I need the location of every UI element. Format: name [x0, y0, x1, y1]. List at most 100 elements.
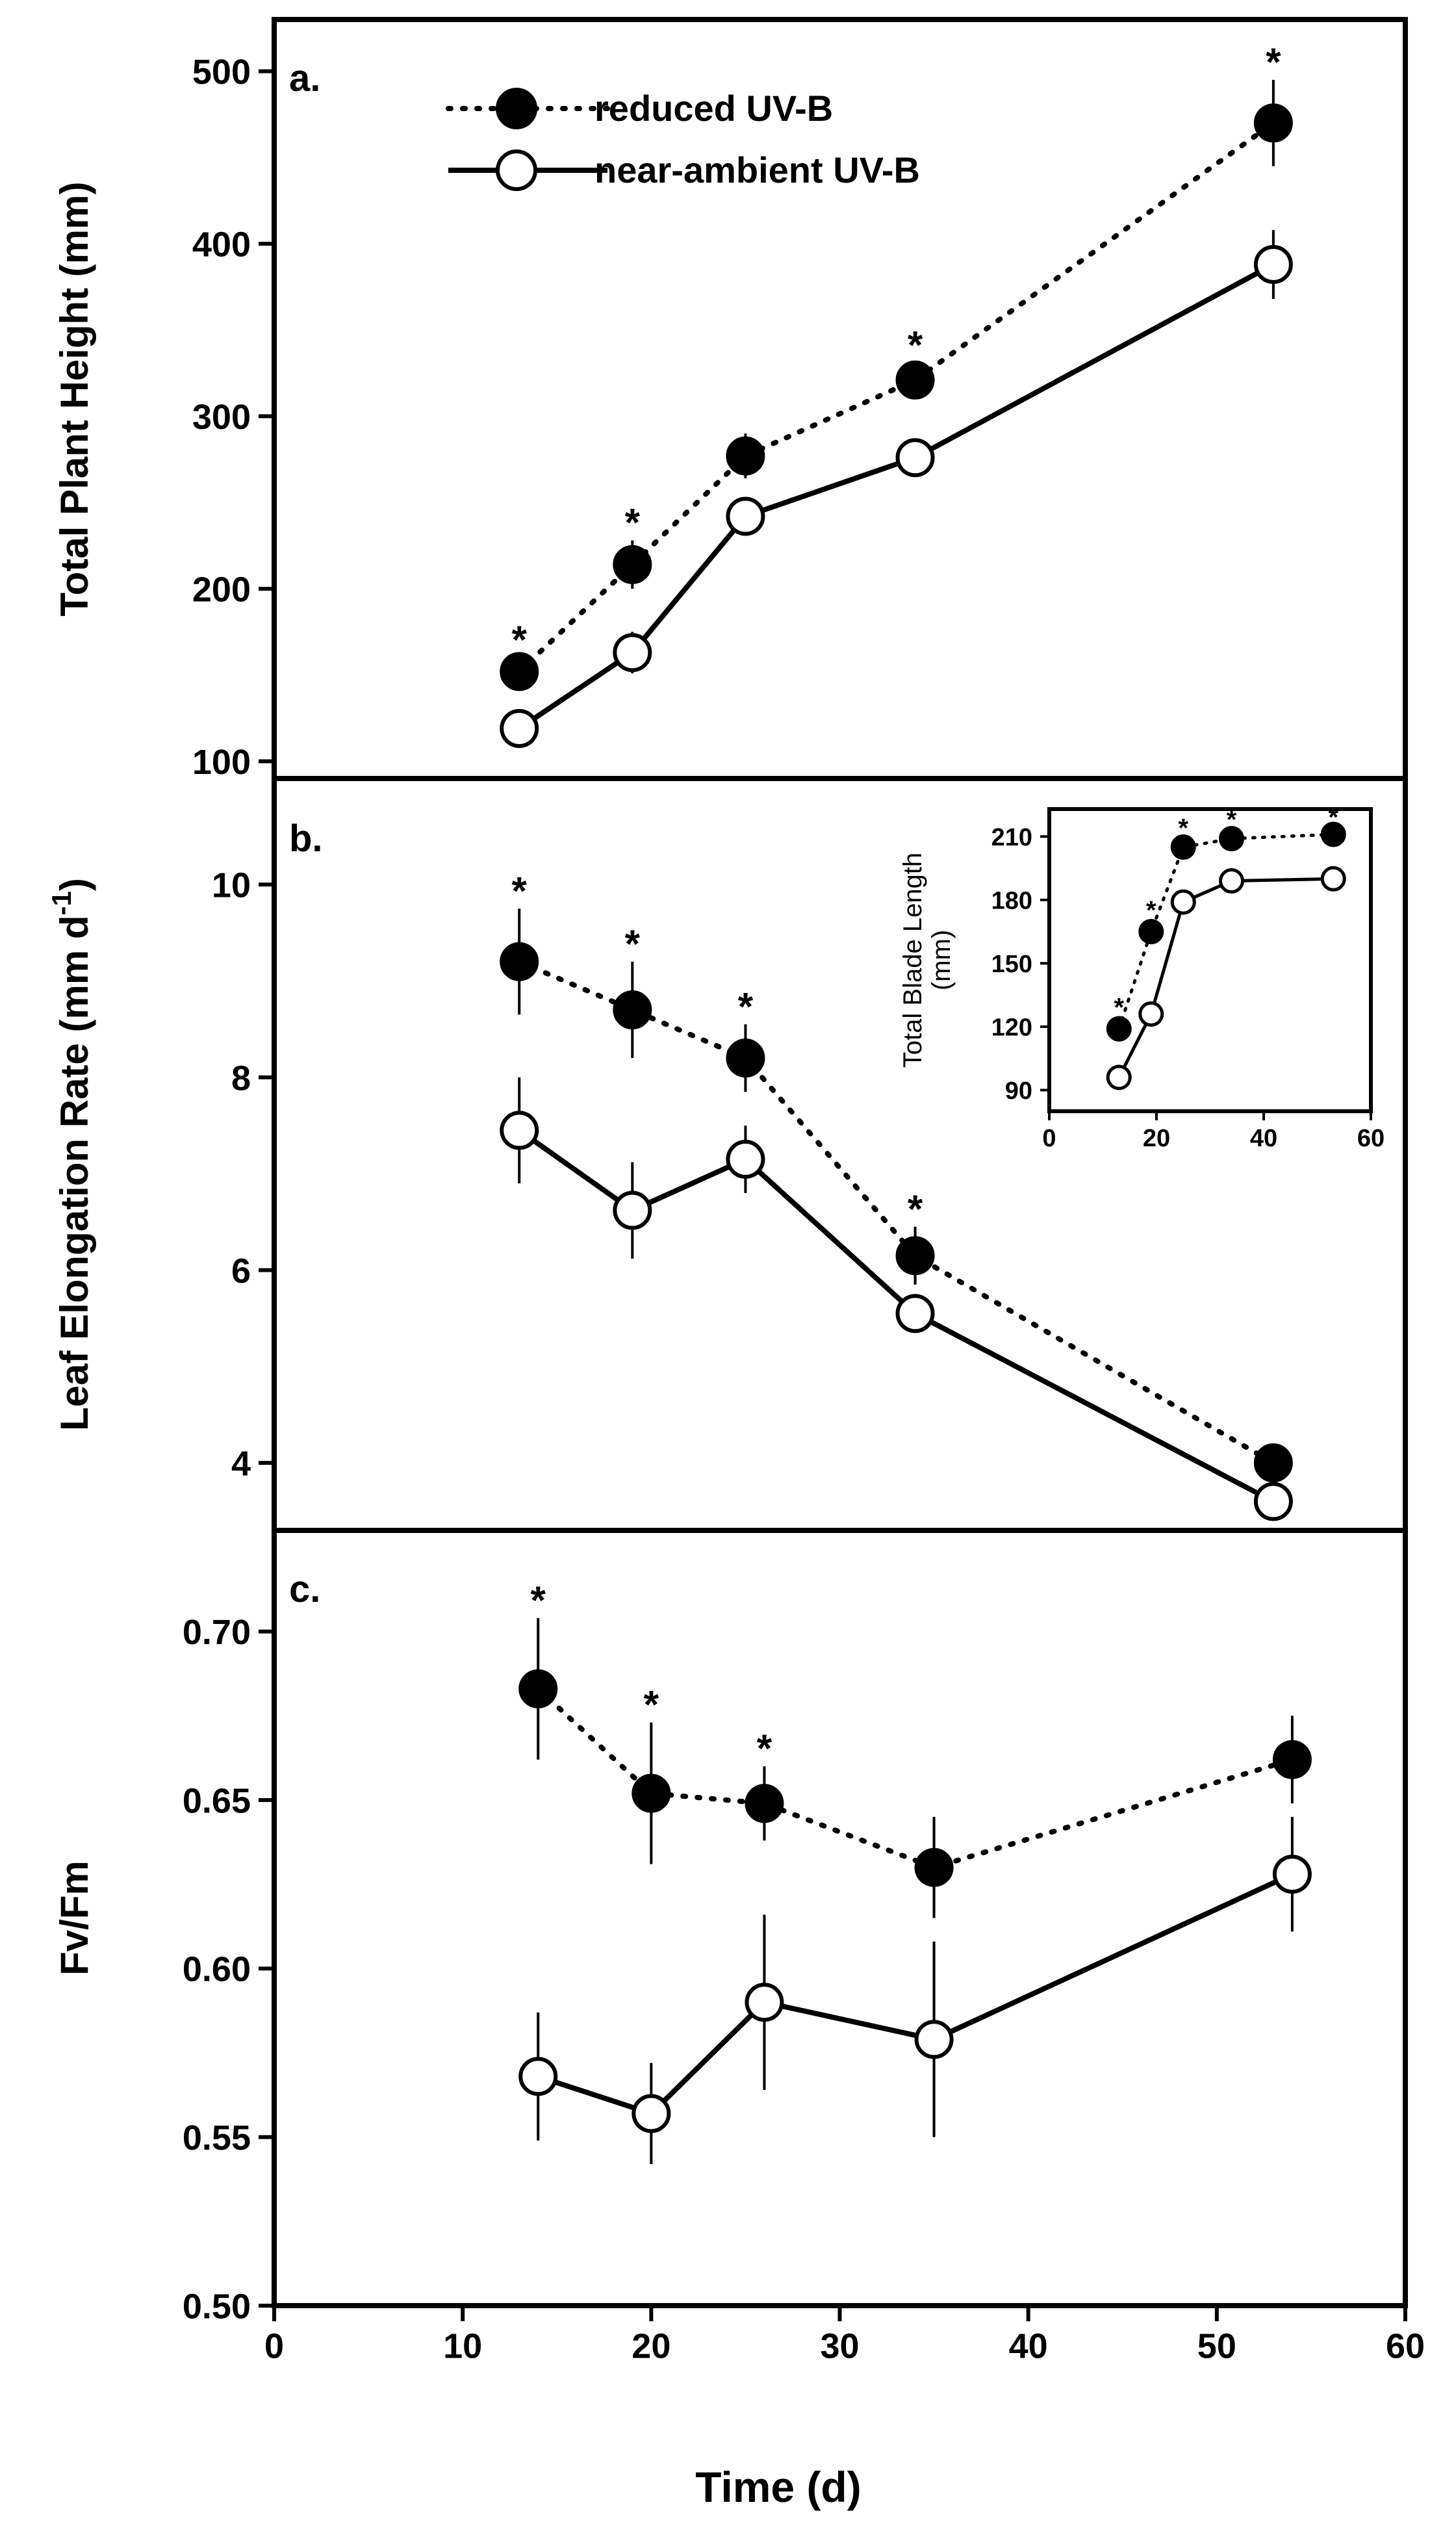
x-tick-label: 40	[1250, 1125, 1277, 1152]
data-point-near-ambient	[518, 2057, 558, 2096]
data-point-reduced	[1253, 103, 1293, 143]
panel-label-b: b.	[289, 818, 323, 860]
data-point-near-ambient	[895, 1294, 935, 1333]
significance-marker: *	[1227, 805, 1237, 834]
data-point-reduced	[895, 1236, 935, 1276]
data-point-near-ambient	[500, 709, 539, 749]
significance-marker: *	[1328, 803, 1338, 832]
panel-c: 0.50 0.55 0.60 0.65 0.70 0 10 20 30 40 50 60 Fv/Fm c.…	[53, 1528, 1425, 2366]
y-axis-title: Total Blade Length	[899, 853, 927, 1068]
significance-marker: *	[512, 618, 528, 662]
panel-a: 100 200 300 400 500 Total Plant Height (mm) a.…	[53, 17, 1408, 782]
data-point-near-ambient	[745, 1983, 784, 2022]
x-tick-label: 0	[1042, 1125, 1056, 1152]
data-point-near-ambient	[1253, 244, 1293, 284]
x-tick-label: 50	[1197, 2327, 1236, 2366]
data-point-reduced	[726, 1038, 765, 1078]
data-point-near-ambient	[1106, 1064, 1132, 1090]
significance-marker: *	[1266, 40, 1281, 84]
data-point-near-ambient	[1253, 1482, 1293, 1521]
data-point-reduced	[1170, 834, 1196, 860]
data-point-reduced	[613, 990, 652, 1029]
significance-marker: *	[738, 985, 754, 1028]
data-point-reduced	[500, 942, 539, 981]
panel-b-inset-frame	[1047, 807, 1373, 1113]
x-tick-label: 20	[632, 2327, 671, 2366]
panel-b: 4 6 8 10 Leaf Elongation Rate (mm d-1) b. * * * *	[46, 776, 1408, 1533]
y-tick-label: 0.50	[183, 2287, 251, 2326]
legend-label-reduced: reduced UV-B	[594, 88, 833, 129]
x-tick-label: 30	[820, 2327, 859, 2366]
y-axis-unit: (mm)	[927, 930, 956, 990]
y-tick-label: 0.70	[183, 1613, 251, 1652]
y-tick-label: 4	[231, 1445, 251, 1484]
significance-marker: *	[531, 1578, 546, 1622]
y-tick-label: 150	[991, 951, 1032, 978]
y-tick-label: 0.55	[183, 2118, 251, 2157]
x-tick-label: 0	[264, 2327, 284, 2366]
x-tick-label: 20	[1143, 1125, 1170, 1152]
data-point-near-ambient	[1138, 1001, 1164, 1027]
data-point-reduced	[1219, 826, 1244, 852]
data-point-reduced	[895, 360, 935, 400]
significance-marker: *	[625, 922, 641, 966]
legend-marker-near-ambient	[496, 149, 537, 191]
data-point-near-ambient	[726, 496, 765, 536]
y-axis-title: Total Plant Height (mm)	[53, 182, 96, 617]
significance-marker: *	[757, 1727, 773, 1770]
data-point-near-ambient	[1170, 889, 1196, 915]
data-point-near-ambient	[1219, 868, 1244, 894]
x-tick-label: 60	[1357, 1125, 1385, 1152]
x-axis-title: Time (d)	[695, 2463, 861, 2511]
series-line-reduced	[1117, 832, 1335, 1031]
legend-label-near-ambient: near-ambient UV-B	[594, 149, 920, 190]
y-tick-label: 120	[991, 1014, 1032, 1042]
data-point-reduced	[745, 1784, 784, 1823]
data-point-reduced	[1138, 919, 1164, 945]
y-tick-label: 8	[231, 1059, 251, 1098]
data-point-reduced	[613, 545, 652, 584]
y-tick-label: 210	[991, 824, 1032, 851]
y-tick-label: 10	[212, 866, 251, 905]
legend: reduced UV-B near-ambient UV-B	[446, 88, 920, 191]
data-point-reduced	[1253, 1443, 1293, 1483]
panel-b-inset: 90 120 150 180 210 0 20 40 60 Total Blade Length(…	[899, 803, 1385, 1152]
y-tick-label: 0.60	[183, 1950, 251, 1989]
x-tick-label: 40	[1009, 2327, 1048, 2366]
y-tick-label: 6	[231, 1252, 251, 1291]
y-axis-title: Leaf Elongation Rate (mm d-1)	[46, 878, 96, 1431]
data-point-reduced	[914, 1848, 954, 1887]
data-point-reduced	[1106, 1016, 1132, 1042]
y-tick-label: 90	[1005, 1077, 1032, 1105]
y-tick-label: 200	[192, 570, 251, 609]
panel-label-c: c.	[289, 1568, 320, 1610]
x-tick-label: 10	[443, 2327, 482, 2366]
data-point-reduced	[632, 1773, 671, 1813]
y-tick-label: 400	[192, 225, 251, 264]
significance-marker: *	[1114, 994, 1124, 1022]
y-axis-title: Fv/Fm	[53, 1861, 96, 1976]
y-tick-label: 100	[192, 743, 251, 782]
data-point-near-ambient	[914, 2020, 954, 2059]
y-tick-label: 180	[991, 888, 1032, 915]
data-point-near-ambient	[726, 1139, 765, 1179]
series-line-reduced	[535, 1686, 1295, 1870]
data-point-near-ambient	[632, 2094, 671, 2133]
data-point-reduced	[500, 652, 539, 691]
y-tick-label: 0.65	[183, 1781, 251, 1820]
y-tick-label: 500	[192, 53, 251, 92]
data-point-near-ambient	[613, 633, 652, 673]
y-tick-label: 300	[192, 398, 251, 437]
data-point-near-ambient	[895, 438, 935, 478]
significance-marker: *	[1178, 814, 1188, 842]
data-point-reduced	[1272, 1740, 1312, 1779]
x-tick-label: 60	[1386, 2327, 1425, 2366]
data-point-near-ambient	[1272, 1855, 1312, 1894]
data-point-near-ambient	[500, 1111, 539, 1150]
data-point-near-ambient	[1320, 866, 1346, 892]
data-point-reduced	[726, 436, 765, 476]
panel-label-a: a.	[289, 57, 320, 99]
